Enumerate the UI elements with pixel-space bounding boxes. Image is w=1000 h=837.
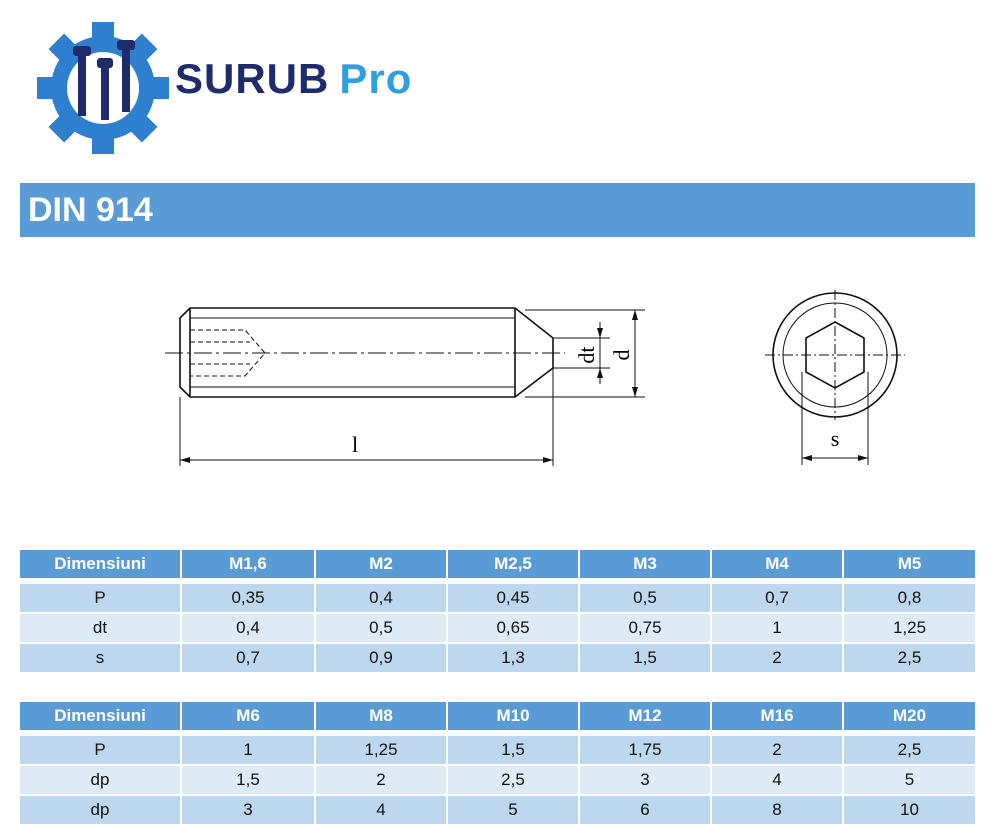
header-cell: M3 — [580, 550, 710, 578]
end-view — [765, 290, 905, 465]
cell: 2,5 — [844, 736, 975, 764]
brand-name: SURUB — [175, 55, 330, 102]
cell: 2,5 — [844, 644, 975, 672]
header-cell: M16 — [712, 702, 842, 730]
cell: P — [20, 584, 180, 612]
cell: 0,5 — [316, 614, 446, 642]
logo-icon — [37, 22, 169, 154]
header-cell: M4 — [712, 550, 842, 578]
cell: dp — [20, 796, 180, 824]
header-cell: Dimensiuni — [20, 550, 180, 578]
cell: 0,7 — [182, 644, 314, 672]
cell: 5 — [844, 766, 975, 794]
cell: 3 — [580, 766, 710, 794]
header-cell: M5 — [844, 550, 975, 578]
cell: 0,65 — [448, 614, 578, 642]
cell: 0,4 — [316, 584, 446, 612]
label-dt: dt — [574, 346, 599, 363]
cell: 0,7 — [712, 584, 842, 612]
header-cell: M2 — [316, 550, 446, 578]
label-d: d — [609, 350, 634, 361]
header-cell: M6 — [182, 702, 314, 730]
label-s: s — [831, 426, 840, 451]
cell: 0,8 — [844, 584, 975, 612]
drawing: dt d l s — [37, 22, 905, 466]
cell: 4 — [712, 766, 842, 794]
cell: 6 — [580, 796, 710, 824]
header-cell: M1,6 — [182, 550, 314, 578]
brand-suffix: Pro — [339, 55, 413, 102]
cell: s — [20, 644, 180, 672]
header-cell: M8 — [316, 702, 446, 730]
cell: 2 — [712, 736, 842, 764]
cell: 0,9 — [316, 644, 446, 672]
cell: 2,5 — [448, 766, 578, 794]
cell: 1 — [712, 614, 842, 642]
cell: 8 — [712, 796, 842, 824]
header-cell: M12 — [580, 702, 710, 730]
cell: 3 — [182, 796, 314, 824]
cell: 1,75 — [580, 736, 710, 764]
header-cell: M20 — [844, 702, 975, 730]
cell: 0,75 — [580, 614, 710, 642]
header-cell: Dimensiuni — [20, 702, 180, 730]
cell: 2 — [712, 644, 842, 672]
cell: dt — [20, 614, 180, 642]
header-cell: M10 — [448, 702, 578, 730]
cell: 1 — [182, 736, 314, 764]
cell: dp — [20, 766, 180, 794]
cell: 1,5 — [182, 766, 314, 794]
cell: 1,25 — [316, 736, 446, 764]
cell: 1,5 — [580, 644, 710, 672]
cell: 5 — [448, 796, 578, 824]
cell: 1,25 — [844, 614, 975, 642]
cell: 0,45 — [448, 584, 578, 612]
cell: 1,3 — [448, 644, 578, 672]
brand: SURUB Pro — [175, 55, 412, 103]
title: DIN 914 — [20, 183, 975, 237]
cell: 0,35 — [182, 584, 314, 612]
cell: 1,5 — [448, 736, 578, 764]
cell: 4 — [316, 796, 446, 824]
side-view — [165, 307, 645, 466]
cell: 10 — [844, 796, 975, 824]
header-cell: M2,5 — [448, 550, 578, 578]
label-l: l — [352, 432, 358, 457]
cell: 0,4 — [182, 614, 314, 642]
cell: 0,5 — [580, 584, 710, 612]
cell: 2 — [316, 766, 446, 794]
cell: P — [20, 736, 180, 764]
